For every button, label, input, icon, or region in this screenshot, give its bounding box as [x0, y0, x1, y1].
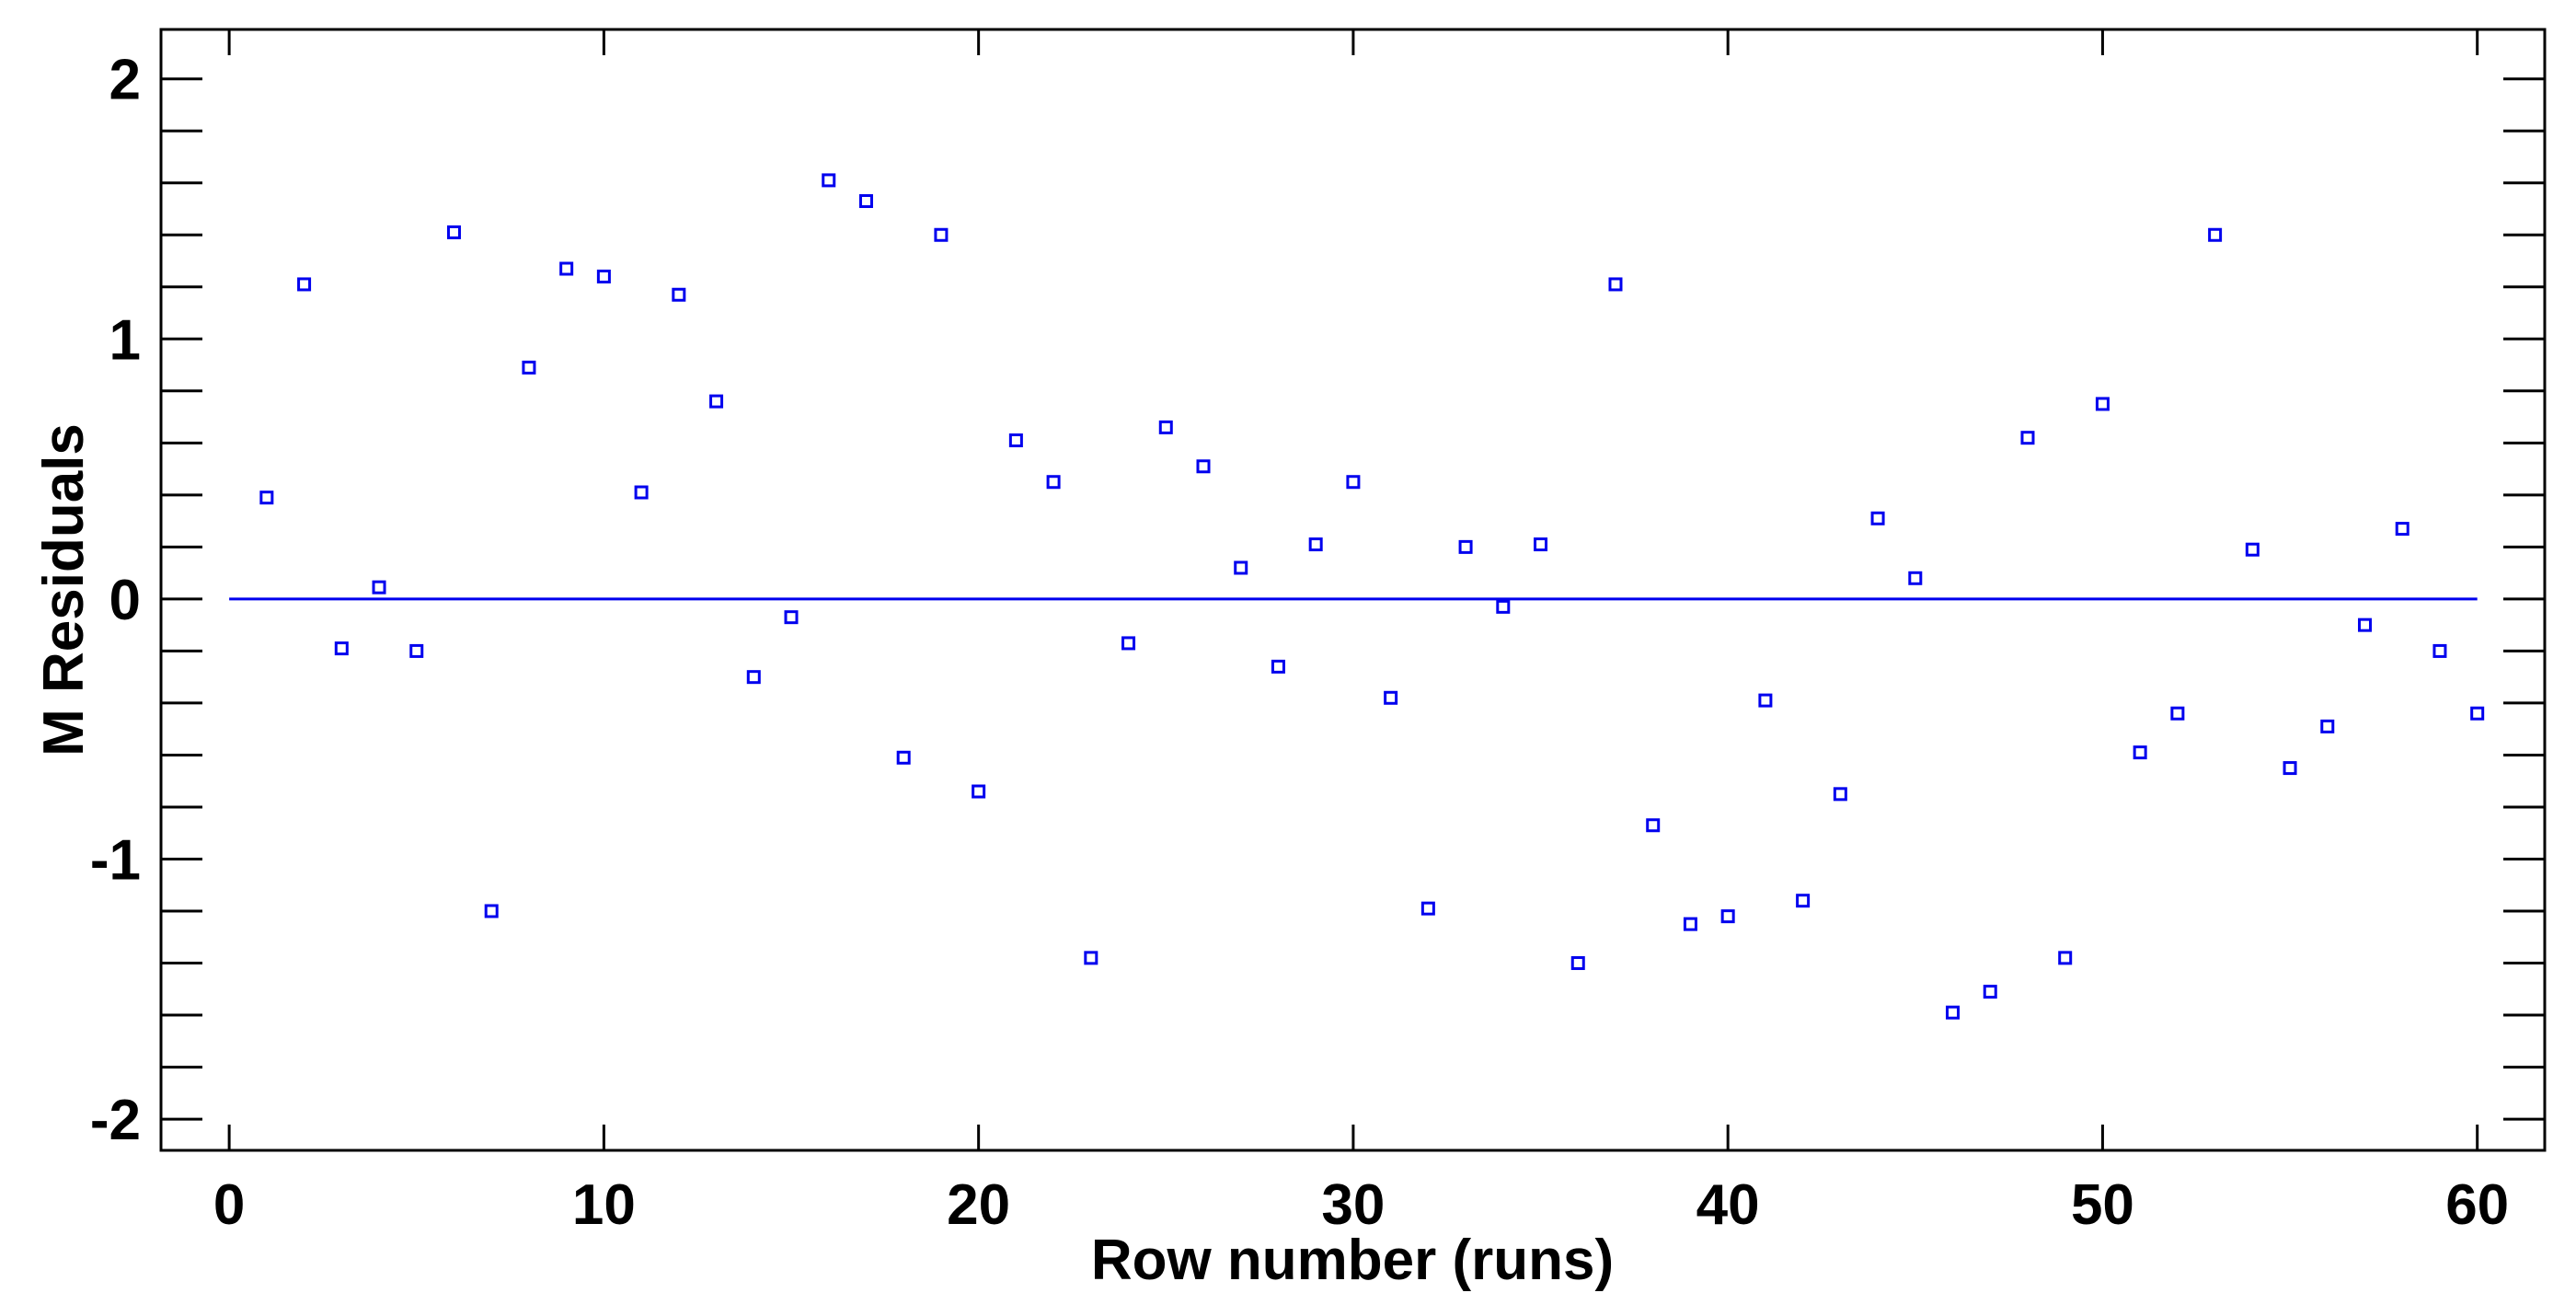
point: [934, 227, 949, 242]
point: [559, 261, 574, 276]
point: [259, 491, 274, 505]
point: [1946, 1005, 1961, 1020]
point: [1384, 690, 1398, 705]
point: [709, 394, 724, 409]
point: [1084, 951, 1098, 965]
y-tick-label: 0: [109, 569, 141, 632]
point: [2470, 706, 2485, 721]
point: [1833, 787, 1847, 802]
point: [2245, 542, 2260, 557]
point: [1646, 818, 1661, 833]
point: [1346, 475, 1361, 490]
point: [484, 904, 499, 918]
point: [334, 641, 349, 656]
x-tick-label: 10: [572, 1173, 636, 1237]
point: [1308, 537, 1323, 552]
point: [672, 287, 686, 302]
point: [1196, 459, 1211, 474]
y-tick-label: -1: [90, 828, 141, 892]
x-tick-label: 40: [1696, 1173, 1760, 1237]
y-tick-label: 1: [109, 308, 141, 372]
point: [522, 360, 536, 375]
point: [634, 485, 649, 500]
point: [372, 580, 386, 595]
point: [1534, 537, 1548, 552]
point: [1683, 917, 1697, 931]
point: [2020, 431, 2035, 445]
point: [2395, 522, 2409, 537]
point: [2133, 745, 2147, 760]
x-tick-label: 60: [2445, 1173, 2509, 1237]
y-tick-label: 2: [109, 49, 141, 112]
point: [1608, 277, 1623, 292]
point: [896, 750, 911, 765]
point: [1570, 956, 1585, 971]
point: [2320, 719, 2335, 733]
point: [858, 194, 873, 209]
point: [1458, 539, 1473, 554]
x-tick-label: 30: [1321, 1173, 1385, 1237]
point: [1796, 894, 1811, 908]
x-tick-label: 50: [2071, 1173, 2134, 1237]
point: [1870, 511, 1885, 525]
point: [1158, 420, 1173, 434]
point: [2208, 227, 2223, 242]
point: [1271, 659, 1285, 674]
x-tick-label: 0: [213, 1173, 245, 1237]
point: [972, 784, 986, 799]
point: [1008, 433, 1023, 448]
point: [1983, 985, 1997, 999]
point: [1720, 909, 1735, 924]
point: [596, 269, 611, 283]
point: [1908, 571, 1923, 585]
y-tick-label: -2: [90, 1089, 141, 1152]
point: [1234, 560, 1248, 575]
point: [1496, 599, 1511, 614]
point: [822, 173, 836, 188]
point: [1046, 475, 1061, 490]
point: [746, 670, 761, 685]
point: [2283, 761, 2297, 776]
point: [2058, 951, 2073, 965]
point: [2358, 618, 2373, 632]
y-axis-label: M Residuals: [32, 423, 96, 756]
x-tick-label: 20: [947, 1173, 1010, 1237]
x-axis-label: Row number (runs): [1091, 1229, 1614, 1292]
point: [2432, 643, 2447, 658]
point: [1121, 636, 1136, 651]
point: [1420, 901, 1435, 916]
point: [297, 277, 312, 292]
point: [784, 610, 799, 625]
point: [1758, 693, 1773, 708]
point: [2170, 706, 2185, 721]
point: [2095, 397, 2110, 411]
point: [409, 643, 424, 658]
plot-frame: [159, 28, 2547, 1152]
point: [446, 225, 461, 239]
